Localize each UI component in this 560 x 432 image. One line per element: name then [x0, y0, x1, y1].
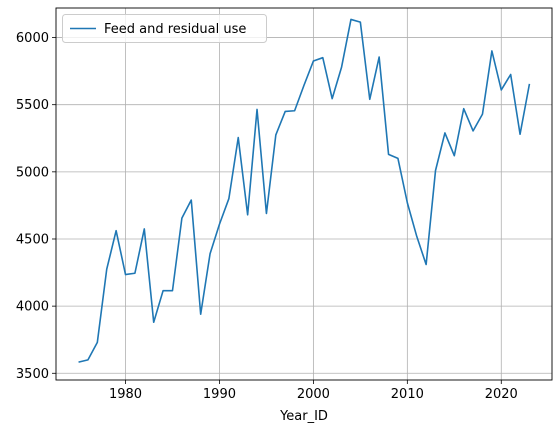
plot-frame — [55, 7, 553, 381]
x-tick-label: 2010 — [391, 387, 424, 402]
x-tick-label: 1980 — [109, 387, 142, 402]
x-tick-label: 1990 — [203, 387, 236, 402]
y-tick-label: 4000 — [16, 300, 49, 315]
legend-label: Feed and residual use — [104, 22, 246, 37]
y-tick-label: 4500 — [16, 232, 49, 247]
y-tick-label: 6000 — [16, 31, 49, 46]
y-axis: 3500 4000 4500 5000 5500 6000 — [16, 31, 56, 382]
legend-box — [62, 14, 267, 43]
y-tick-label: 5500 — [16, 98, 49, 113]
legend: Feed and residual use — [62, 14, 267, 43]
x-axis-label: Year_ID — [279, 409, 328, 424]
x-tick-label: 2020 — [485, 387, 518, 402]
y-tick-label: 5000 — [16, 165, 49, 180]
series-line — [78, 18, 531, 363]
x-axis: 1980 1990 2000 2010 2020 — [109, 380, 518, 402]
y-tick-label: 3500 — [16, 367, 49, 382]
x-tick-label: 2000 — [297, 387, 330, 402]
grid — [56, 8, 552, 380]
series-layer — [78, 18, 531, 363]
